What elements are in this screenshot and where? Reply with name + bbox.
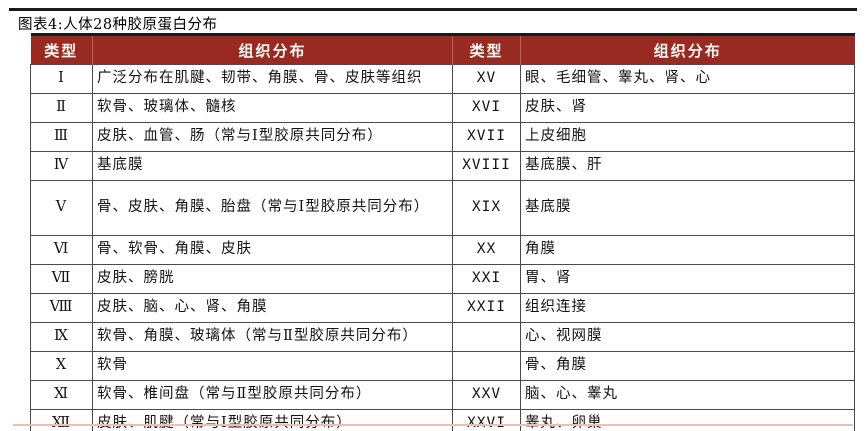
type-cell-right: XXVI (452, 409, 521, 431)
dist-cell-right: 上皮细胞 (520, 122, 855, 152)
dist-cell-left: 软骨、角膜、玻璃体（常与Ⅱ型胶原共同分布） (92, 322, 453, 352)
dist-cell-right: 皮肤、肾 (520, 93, 855, 123)
type-cell-left: Ⅰ (30, 64, 93, 94)
dist-cell-left: 皮肤、脑、心、肾、角膜 (92, 293, 453, 323)
table-body: Ⅰ 广泛分布在肌腱、韧带、角膜、骨、皮肤等组织 XV 眼、毛细管、睾丸、肾、心 … (30, 64, 855, 431)
table-row: Ⅸ 软骨、角膜、玻璃体（常与Ⅱ型胶原共同分布） 心、视网膜 (30, 322, 855, 352)
type-cell-right: XIX (452, 180, 521, 236)
dist-cell-left: 广泛分布在肌腱、韧带、角膜、骨、皮肤等组织 (92, 64, 453, 94)
header-type-right: 类型 (452, 34, 521, 65)
type-cell-right: XVIII (452, 151, 521, 181)
header-type-left: 类型 (30, 34, 93, 65)
type-cell-left: Ⅱ (30, 93, 93, 123)
figure-title: 图表4:人体28种胶原蛋白分布 (18, 17, 218, 33)
dist-cell-right: 脑、心、睾丸 (520, 380, 855, 410)
collagen-distribution-table: 类型 组织分布 类型 组织分布 Ⅰ 广泛分布在肌腱、韧带、角膜、骨、皮肤等组织 … (30, 33, 855, 431)
table-row: Ⅲ 皮肤、血管、肠（常与Ⅰ型胶原共同分布） XVII 上皮细胞 (30, 122, 855, 152)
dist-cell-left: 皮肤、血管、肠（常与Ⅰ型胶原共同分布） (92, 122, 453, 152)
type-cell-left: Ⅳ (30, 151, 93, 181)
table-row: Ⅷ 皮肤、脑、心、肾、角膜 XXII 组织连接 (30, 293, 855, 323)
title-top-rule (9, 8, 857, 11)
table-row: Ⅱ 软骨、玻璃体、髓核 XVI 皮肤、肾 (30, 93, 855, 123)
type-cell-left: Ⅷ (30, 293, 93, 323)
type-cell-right: XXI (452, 264, 521, 294)
dist-cell-right: 胃、肾 (520, 264, 855, 294)
type-cell-right (452, 351, 521, 381)
table-row: Ⅴ 骨、皮肤、角膜、胎盘（常与Ⅰ型胶原共同分布） XIX 基底膜 (30, 180, 855, 236)
dist-cell-right: 基底膜、肝 (520, 151, 855, 181)
table-row: Ⅹ 软骨 骨、角膜 (30, 351, 855, 381)
header-dist-left: 组织分布 (92, 34, 453, 65)
dist-cell-left: 皮肤、肌腱（常与Ⅰ型胶原共同分布） (92, 409, 453, 431)
type-cell-right: XX (452, 235, 521, 265)
type-cell-left: Ⅹ (30, 351, 93, 381)
header-dist-right: 组织分布 (520, 34, 855, 65)
dist-cell-right: 睾丸、卵巢 (520, 409, 855, 431)
dist-cell-right: 眼、毛细管、睾丸、肾、心 (520, 64, 855, 94)
dist-cell-right: 基底膜 (520, 180, 855, 236)
type-cell-right: XV (452, 64, 521, 94)
table-row: Ⅺ 软骨、椎间盘（常与Ⅱ型胶原共同分布） XXV 脑、心、睾丸 (30, 380, 855, 410)
table-row: Ⅰ 广泛分布在肌腱、韧带、角膜、骨、皮肤等组织 XV 眼、毛细管、睾丸、肾、心 (30, 64, 855, 94)
type-cell-right (452, 322, 521, 352)
type-cell-left: Ⅺ (30, 380, 93, 410)
type-cell-right: XVI (452, 93, 521, 123)
dist-cell-left: 骨、软骨、角膜、皮肤 (92, 235, 453, 265)
table-row: Ⅵ 骨、软骨、角膜、皮肤 XX 角膜 (30, 235, 855, 265)
table-row: Ⅳ 基底膜 XVIII 基底膜、肝 (30, 151, 855, 181)
dist-cell-right: 角膜 (520, 235, 855, 265)
table-row: Ⅶ 皮肤、膀胱 XXI 胃、肾 (30, 264, 855, 294)
table-header: 类型 组织分布 类型 组织分布 (30, 34, 855, 65)
type-cell-right: XXII (452, 293, 521, 323)
type-cell-left: Ⅸ (30, 322, 93, 352)
type-cell-left: Ⅲ (30, 122, 93, 152)
dist-cell-left: 软骨、椎间盘（常与Ⅱ型胶原共同分布） (92, 380, 453, 410)
dist-cell-right: 骨、角膜 (520, 351, 855, 381)
dist-cell-left: 皮肤、膀胱 (92, 264, 453, 294)
type-cell-left: Ⅻ (30, 409, 93, 431)
dist-cell-left: 软骨 (92, 351, 453, 381)
dist-cell-left: 基底膜 (92, 151, 453, 181)
type-cell-left: Ⅴ (30, 180, 93, 236)
type-cell-left: Ⅵ (30, 235, 93, 265)
dist-cell-right: 心、视网膜 (520, 322, 855, 352)
type-cell-right: XVII (452, 122, 521, 152)
header-row: 类型 组织分布 类型 组织分布 (30, 34, 855, 65)
dist-cell-left: 骨、皮肤、角膜、胎盘（常与Ⅰ型胶原共同分布） (92, 180, 453, 236)
dist-cell-left: 软骨、玻璃体、髓核 (92, 93, 453, 123)
dist-cell-right: 组织连接 (520, 293, 855, 323)
table-row: Ⅻ 皮肤、肌腱（常与Ⅰ型胶原共同分布） XXVI 睾丸、卵巢 (30, 409, 855, 431)
page-bottom-rule (13, 424, 853, 426)
type-cell-right: XXV (452, 380, 521, 410)
type-cell-left: Ⅶ (30, 264, 93, 294)
